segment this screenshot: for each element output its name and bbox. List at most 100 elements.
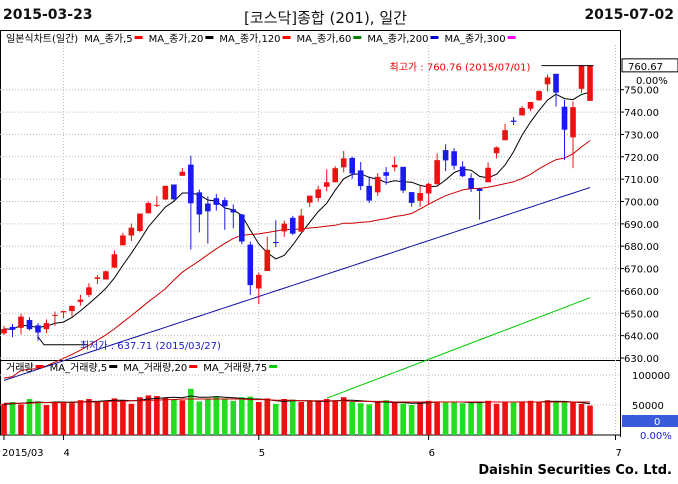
candle-body [154,204,160,206]
price-tick-label: 700.00 [624,198,659,209]
candle-body [222,200,228,207]
candle-body [77,299,84,302]
volume-bar [26,399,33,435]
candle-body [383,172,389,176]
volume-bar [315,401,322,435]
volume-bar [213,396,220,435]
volume-bar [374,401,381,435]
volume-bar [578,403,585,435]
price-tick-label: 740.00 [624,108,659,119]
price-legend-marker [134,36,143,39]
volume-bar [289,399,296,435]
candle-body [315,189,322,198]
volume-bar [137,397,143,435]
candle-body [238,214,245,242]
candle-body [493,147,500,154]
price-legend-label: MA_종가,120 [219,33,280,45]
candle-body [120,235,126,246]
candle-body [417,193,423,201]
candle-body [323,182,330,187]
candle-body [391,164,398,168]
volume-legend-label: MA_거래량,20 [123,362,187,374]
volume-legend-label: 거래량 [6,362,34,374]
candle-body [306,195,313,203]
candle-body [332,168,339,183]
volume-bar [60,402,67,435]
candle-body [171,184,177,200]
candle-body [162,185,169,200]
candle-body [18,316,24,328]
volume-bar [561,401,568,435]
price-tick-label: 720.00 [624,153,659,164]
ma20-line [3,140,591,379]
volume-bar [306,400,313,435]
price-legend-label: MA_종가,5 [84,33,132,45]
volume-bar [35,401,41,435]
candle-body [196,192,203,215]
volume-legend-label: MA_거래량,75 [203,362,267,374]
candle-body [94,277,101,279]
volume-bar [111,398,118,435]
x-tick-label: 6 [429,448,435,459]
volume-bar [145,395,152,435]
volume-bar [400,403,406,435]
price-tick-label: 710.00 [624,175,659,186]
volume-bar [502,402,508,435]
current-value: 760.67 [628,62,663,73]
price-tick-label: 670.00 [624,265,659,276]
price-legend-marker [507,36,516,39]
low-leader [37,336,88,346]
volume-bar [205,399,211,435]
price-legend-label: MA_종가,60 [297,33,352,45]
candle-body [205,203,211,212]
chart-header: 2015-03-23 [코스닥]종합 (201), 일간 2015-07-02 [0,0,678,30]
stock-chart[interactable]: 630.00 640.00 650.00 660.00 670.00 680.00 690.… [0,30,678,460]
ma60-line [3,187,591,381]
candle-body [357,170,364,187]
volume-bar [340,397,347,435]
footer: Daishin Securities Co. Ltd. [0,460,678,484]
volume-bar [587,405,593,435]
volume-bar [425,400,432,435]
candle-body [459,166,466,177]
volume-bar [417,402,423,435]
price-legend-label: MA_종가,200 [367,33,428,45]
volume-bar [9,402,16,435]
candle-body [570,107,576,138]
volume-bar [383,400,389,435]
volume-bar [128,403,135,435]
volume-bar [408,405,415,435]
chart-title: [코스닥]종합 (201), 일간 [244,9,407,27]
candle-body [103,271,109,280]
candle-body [86,287,92,295]
candle-body [69,305,75,312]
volume-bar [86,399,92,435]
volume-current-box [622,415,678,427]
volume-legend-marker [269,365,278,368]
candle-body [43,323,50,330]
candle-body [374,176,381,193]
volume-current: 0 [654,417,660,428]
x-tick-label: 7 [615,448,621,459]
candle-body [60,311,67,313]
candle-body [502,130,508,141]
volume-legend-marker [35,365,44,368]
volume-bar [366,404,372,435]
volume-bar [272,403,279,435]
volume-bar [570,402,576,435]
volume-bar [281,399,288,435]
candle-body [434,160,440,185]
candle-body [128,227,135,236]
volume-bar [179,400,186,435]
candle-body [408,192,415,203]
volume-bar [349,402,356,435]
volume-tick-label: 100000 [632,371,670,382]
candle-body [213,198,220,205]
candle-body [561,106,568,130]
price-legend-marker [282,36,291,39]
candle-body [255,274,262,289]
volume-bar [77,400,84,435]
volume-bar [298,402,305,435]
candle-body [442,150,449,161]
price-tick-label: 660.00 [624,287,659,298]
